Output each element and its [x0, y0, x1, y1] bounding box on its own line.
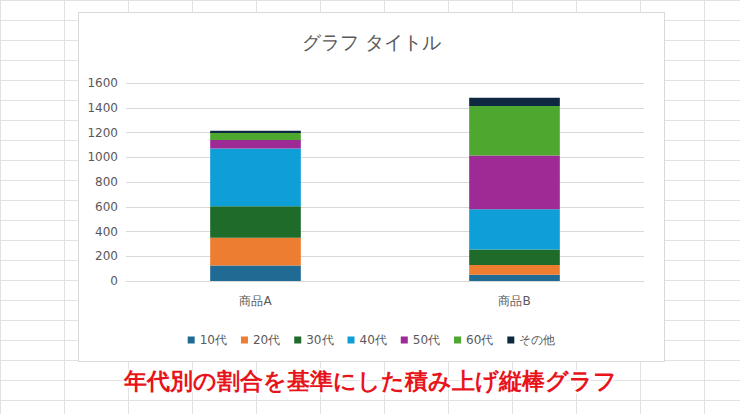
svg-text:20代: 20代 [253, 333, 280, 347]
svg-text:1600: 1600 [87, 76, 118, 90]
svg-text:1000: 1000 [87, 150, 118, 164]
svg-text:10代: 10代 [200, 333, 227, 347]
svg-text:その他: その他 [519, 333, 555, 347]
svg-text:0: 0 [110, 274, 118, 288]
html-text:年代別の割合を基準にした積み上げ縦棒グラフ: 年代別の割合を基準にした積み上げ縦棒グラフ [123, 368, 617, 394]
svg-text:30代: 30代 [306, 333, 333, 347]
svg-text:グラフ タイトル: グラフ タイトル [302, 31, 441, 53]
svg-text:1200: 1200 [87, 126, 118, 140]
svg-text:600: 600 [95, 200, 118, 214]
svg-text:60代: 60代 [466, 333, 493, 347]
svg-text:200: 200 [95, 249, 118, 263]
svg-text:商品B: 商品B [498, 294, 530, 308]
svg-text:800: 800 [95, 175, 118, 189]
svg-text:商品A: 商品A [239, 294, 272, 308]
svg-text:50代: 50代 [413, 333, 440, 347]
svg-text:400: 400 [95, 225, 118, 239]
svg-text:1400: 1400 [87, 101, 118, 115]
svg-text:40代: 40代 [360, 333, 387, 347]
